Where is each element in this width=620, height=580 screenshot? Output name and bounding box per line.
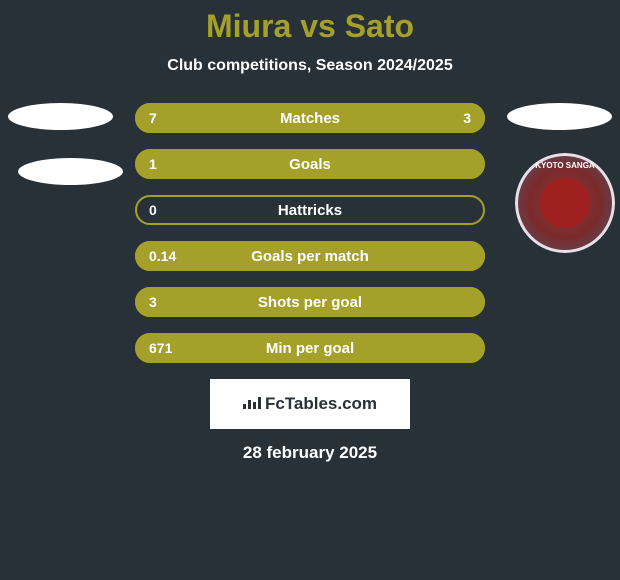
stat-value-right: 3 <box>463 110 471 126</box>
stat-row-goals: 1 Goals <box>135 149 485 179</box>
stat-value-left: 0.14 <box>149 248 176 264</box>
stat-label: Min per goal <box>266 340 354 357</box>
stat-value-left: 1 <box>149 156 157 172</box>
brand-label: FcTables.com <box>265 394 377 414</box>
stat-row-matches: 7 Matches 3 <box>135 103 485 133</box>
stat-row-goals-per-match: 0.14 Goals per match <box>135 241 485 271</box>
avatar-placeholder-icon <box>8 103 113 130</box>
stat-label: Goals <box>289 156 331 173</box>
stat-value-left: 0 <box>149 202 157 218</box>
stat-value-left: 7 <box>149 110 157 126</box>
brand-chart-icon <box>243 395 261 414</box>
stat-rows-container: 7 Matches 3 1 Goals 0 Hattricks 0.14 <box>135 103 485 363</box>
stat-row-min-per-goal: 671 Min per goal <box>135 333 485 363</box>
stat-value-left: 3 <box>149 294 157 310</box>
team-badge-label: KYOTO SANGA <box>535 161 594 170</box>
player-left-team-placeholder <box>18 158 123 185</box>
team-placeholder-icon <box>18 158 123 185</box>
team-badge-center-icon <box>540 178 590 228</box>
date-label: 28 february 2025 <box>20 443 600 463</box>
stat-row-shots-per-goal: 3 Shots per goal <box>135 287 485 317</box>
stat-label: Goals per match <box>251 248 369 265</box>
stat-label: Matches <box>280 110 340 127</box>
stat-value-left: 671 <box>149 340 172 356</box>
infographic-container: Miura vs Sato Club competitions, Season … <box>0 0 620 463</box>
comparison-title: Miura vs Sato <box>0 8 620 45</box>
player-left-avatar <box>8 103 113 130</box>
brand-logo: FcTables.com <box>210 379 410 429</box>
comparison-subtitle: Club competitions, Season 2024/2025 <box>0 57 620 75</box>
main-content-area: KYOTO SANGA 7 Matches 3 1 Goals <box>0 103 620 463</box>
stat-row-hattricks: 0 Hattricks <box>135 195 485 225</box>
stat-label: Hattricks <box>278 202 342 219</box>
stat-label: Shots per goal <box>258 294 362 311</box>
avatar-placeholder-icon <box>507 103 612 130</box>
player-right-avatar <box>507 103 612 130</box>
player-right-team-badge: KYOTO SANGA <box>515 153 615 253</box>
